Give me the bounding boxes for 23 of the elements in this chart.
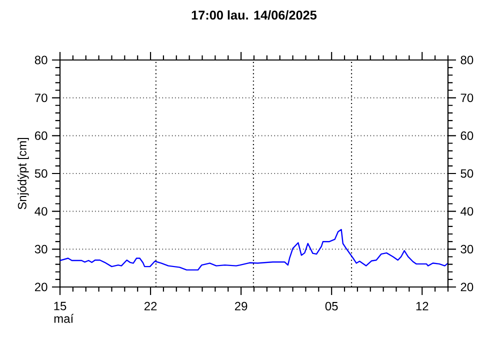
y2-tick-label: 80	[460, 56, 474, 64]
y-tick-label: 60	[34, 131, 48, 140]
y-tick-label: 80	[34, 56, 48, 64]
y-tick-label: 50	[34, 169, 48, 178]
x-tick-label: 05	[325, 302, 338, 310]
y-axis-title: Snjódýpt [cm]	[17, 138, 29, 210]
y-tick-label: 70	[34, 94, 48, 102]
line-series	[60, 228, 448, 271]
y2-tick-label: 60	[460, 131, 474, 140]
y2-tick-label: 30	[460, 244, 474, 254]
y2-tick-label: 70	[460, 94, 474, 102]
y2-tick-label: 40	[460, 207, 474, 216]
chart-title: 17:00 lau. 14/06/2025	[192, 10, 317, 20]
y2-tick-label: 20	[460, 282, 474, 292]
y2-tick-label: 50	[460, 169, 474, 178]
x-tick-label: 22	[144, 302, 157, 310]
y-tick-label: 20	[34, 282, 48, 292]
x-tick-label: 29	[234, 302, 248, 310]
x-axis-title: maí	[54, 314, 74, 323]
y-tick-label: 40	[34, 207, 48, 216]
x-tick-label: 12	[416, 302, 428, 310]
x-tick-label: 15	[54, 302, 66, 310]
y-tick-label: 30	[34, 244, 48, 254]
